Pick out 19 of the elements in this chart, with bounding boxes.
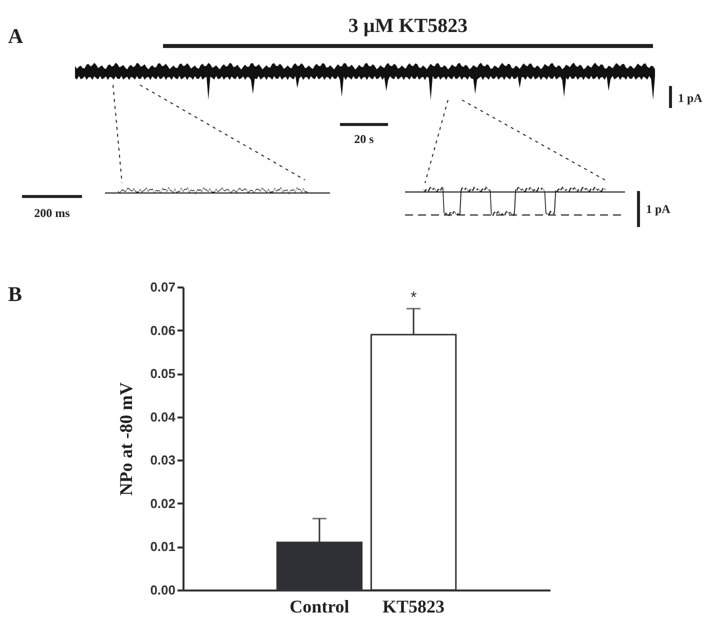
y-tick-label: 0.04 [150,409,176,424]
text: A [8,24,24,48]
y-tick-label: 0.05 [150,366,176,382]
y-axis-title: NPo at -80 mV [116,382,136,496]
text: 3 µM KT5823 [348,15,468,37]
text: 1 pA [678,91,703,105]
y-tick-label: 0.02 [150,496,176,511]
y-tick-label: 0.07 [150,280,176,294]
x-tick-label: KT5823 [382,596,445,616]
text: B [8,282,22,306]
text: 20 s [354,132,374,146]
text: 1 pA [646,202,671,216]
x-tick-label: Control [290,596,350,616]
y-tick-label: 0.06 [150,322,176,338]
text: 200 ms [34,206,70,220]
annotation: * [410,290,417,307]
y-tick-label: 0.00 [150,582,176,598]
y-tick-label: 0.01 [150,539,176,554]
y-tick-label: 0.03 [150,452,176,468]
